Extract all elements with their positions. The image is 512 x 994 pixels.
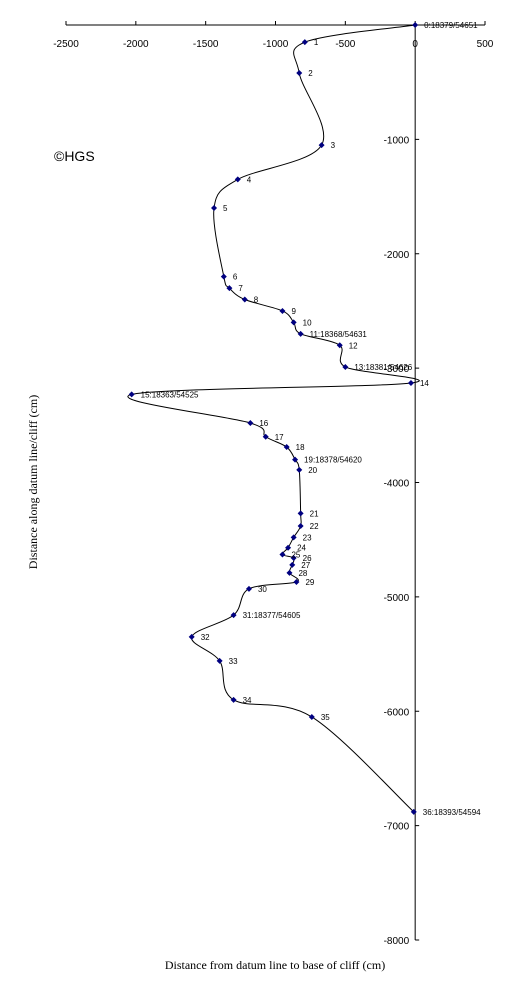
data-point-label: 12 [349,341,358,350]
data-point-marker [247,420,254,427]
data-point-label: 7 [238,284,243,293]
data-point-label: 9 [291,307,296,316]
data-point-label: 31:18377/54605 [243,611,301,620]
data-point-marker [289,561,296,568]
data-point-marker [293,579,300,586]
data-point-marker [297,522,304,529]
y-tick-label: -6000 [384,707,410,718]
data-point-label: 32 [201,633,210,642]
data-point-marker [234,176,241,183]
data-point-label: 18 [296,443,305,452]
profile-line [127,24,420,813]
copyright-watermark: ©HGS [54,148,95,164]
data-point-marker [286,569,293,576]
data-point-marker [128,391,135,398]
data-point-marker [262,433,269,440]
data-point-label: 26 [303,554,312,563]
data-point-label: 17 [275,433,284,442]
data-point-label: 20 [308,466,317,475]
data-point-label: 16 [259,419,268,428]
x-tick-label: -1500 [193,39,219,50]
data-point-marker [279,307,286,314]
x-tick-label: -2000 [123,39,149,50]
data-point-label: 28 [298,569,307,578]
data-point-label: 13:18381/54626 [354,363,412,372]
data-point-label: 5 [223,204,228,213]
data-point-marker [188,633,195,640]
y-tick-label: -5000 [384,593,410,604]
data-point-marker [297,330,304,337]
data-point-label: 30 [258,585,267,594]
point-labels: 0:18379/546511234567891011:18368/5463112… [141,21,482,817]
data-point-marker [279,551,286,558]
data-point-marker [290,534,297,541]
data-point-marker [230,612,237,619]
data-point-marker [226,285,233,292]
data-point-marker [290,319,297,326]
data-point-label: 8 [254,296,259,305]
y-tick-label: -1000 [384,135,410,146]
x-tick-label: 0 [412,39,418,50]
data-point-marker [296,70,303,77]
x-tick-label: 500 [477,39,494,50]
data-point-label: 11:18368/54631 [310,330,368,339]
data-point-label: 19:18378/54620 [304,456,362,465]
data-point-label: 34 [243,696,252,705]
data-point-label: 27 [301,561,310,570]
data-point-label: 3 [331,141,336,150]
data-point-label: 23 [303,533,312,542]
data-point-marker [301,39,308,46]
data-markers [128,22,419,815]
data-point-marker [318,142,325,149]
y-tick-label: -2000 [384,250,410,261]
data-point-label: 14 [420,379,429,388]
y-tick-label: -3000 [384,364,410,375]
data-point-marker [336,342,343,349]
x-axis-title: Distance from datum line to base of clif… [165,958,385,972]
data-point-label: 24 [297,544,306,553]
data-point-marker [220,273,227,280]
data-point-label: 35 [321,713,330,722]
data-point-label: 25 [291,551,300,560]
data-point-label: 10 [303,318,312,327]
y-tick-label: -7000 [384,822,410,833]
y-tick-label: -8000 [384,936,410,947]
axes: -2500 -2000 -1500 -1000 -500 0 500-1000-2000-3… [53,21,494,947]
y-tick-label: -4000 [384,479,410,490]
data-point-marker [211,205,218,211]
data-point-marker [285,544,292,551]
data-point-marker [245,585,252,592]
x-tick-label: -500 [335,39,355,50]
data-point-marker [342,363,349,370]
data-point-marker [292,456,299,463]
data-point-label: 36:18393/54594 [423,808,481,817]
data-point-marker [412,22,419,28]
x-tick-label: -1000 [263,39,289,50]
y-axis-title: Distance along datum line/cliff (cm) [26,395,40,569]
data-point-marker [410,808,417,815]
data-point-label: 1 [314,38,319,47]
data-point-label: 33 [229,657,238,666]
data-point-marker [241,296,248,303]
data-point-label: 22 [310,522,319,531]
data-point-marker [296,466,303,473]
data-point-marker [297,510,304,517]
data-point-label: 6 [233,273,238,282]
data-point-marker [283,444,290,451]
data-point-label: 0:18379/54651 [424,21,478,30]
data-point-marker [407,379,414,386]
data-point-marker [216,657,223,664]
data-point-marker [308,713,315,720]
data-point-label: 4 [247,175,252,184]
data-point-label: 29 [305,578,314,587]
data-point-marker [230,696,237,703]
data-point-label: 21 [310,509,319,518]
data-point-label: 15:18363/54525 [141,390,199,399]
x-tick-label: -2500 [53,39,79,50]
data-point-marker [290,554,297,561]
data-point-label: 2 [308,69,313,78]
